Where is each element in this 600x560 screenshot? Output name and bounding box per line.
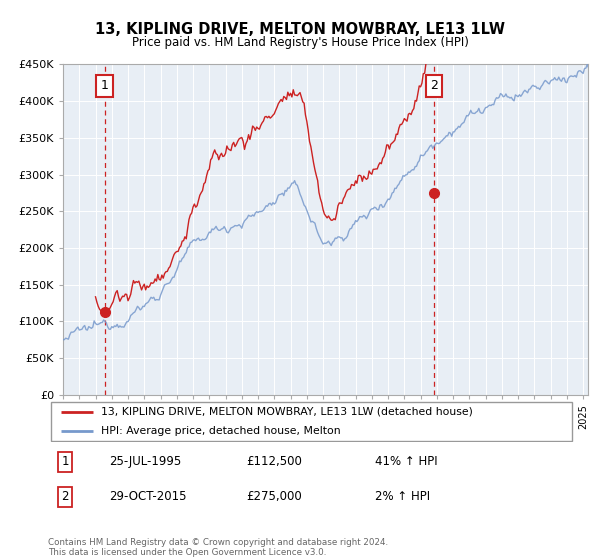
FancyBboxPatch shape <box>50 402 572 441</box>
Text: 2% ↑ HPI: 2% ↑ HPI <box>376 490 430 503</box>
Text: Contains HM Land Registry data © Crown copyright and database right 2024.
This d: Contains HM Land Registry data © Crown c… <box>48 538 388 557</box>
Text: 2: 2 <box>61 490 69 503</box>
Text: 29-OCT-2015: 29-OCT-2015 <box>109 490 186 503</box>
Text: 2: 2 <box>430 80 438 92</box>
Text: 1: 1 <box>61 455 69 468</box>
Text: HPI: Average price, detached house, Melton: HPI: Average price, detached house, Melt… <box>101 426 340 436</box>
Text: 41% ↑ HPI: 41% ↑ HPI <box>376 455 438 468</box>
Text: Price paid vs. HM Land Registry's House Price Index (HPI): Price paid vs. HM Land Registry's House … <box>131 36 469 49</box>
Text: 13, KIPLING DRIVE, MELTON MOWBRAY, LE13 1LW: 13, KIPLING DRIVE, MELTON MOWBRAY, LE13 … <box>95 22 505 38</box>
Text: 25-JUL-1995: 25-JUL-1995 <box>109 455 181 468</box>
Text: 13, KIPLING DRIVE, MELTON MOWBRAY, LE13 1LW (detached house): 13, KIPLING DRIVE, MELTON MOWBRAY, LE13 … <box>101 407 473 417</box>
Text: £275,000: £275,000 <box>246 490 302 503</box>
Text: 1: 1 <box>101 80 109 92</box>
Text: £112,500: £112,500 <box>246 455 302 468</box>
